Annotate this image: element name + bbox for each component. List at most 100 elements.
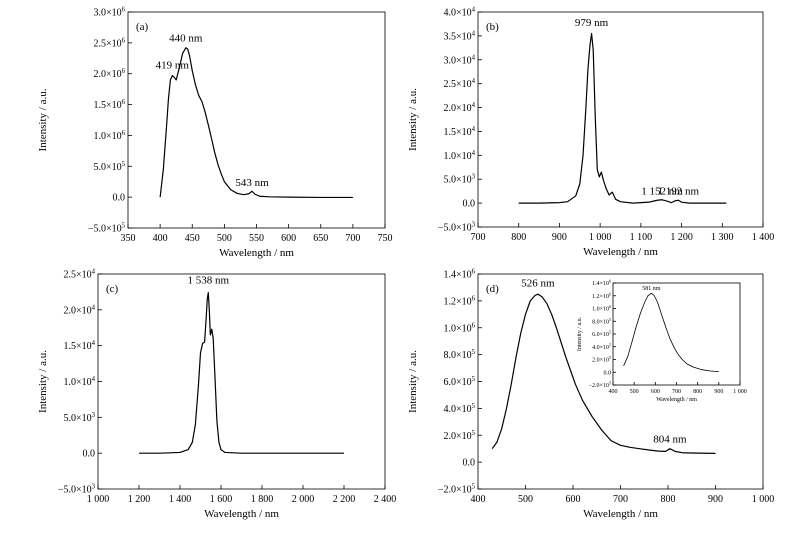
x-axis-label: Wavelength / nm bbox=[583, 246, 658, 258]
y-tick-label: 0.0 bbox=[83, 449, 96, 460]
panel-label: (d) bbox=[486, 283, 499, 295]
y-tick-mantissa: 4.0×10 bbox=[443, 404, 471, 415]
y-tick-mantissa: 5.0×10 bbox=[63, 413, 91, 424]
y-tick-mantissa: 6.0×10 bbox=[592, 332, 609, 338]
x-tick-label: 600 bbox=[566, 494, 581, 505]
x-tick-label: 500 bbox=[630, 389, 639, 395]
y-tick-exponent: 6 bbox=[609, 279, 611, 284]
x-tick-label: 1 600 bbox=[210, 494, 233, 505]
y-tick-mantissa: 5.0×10 bbox=[443, 175, 471, 186]
x-tick-label: 1 000 bbox=[733, 389, 747, 395]
x-axis-label: Wavelength / nm bbox=[204, 508, 279, 520]
y-tick-exponent: 4 bbox=[472, 102, 476, 109]
y-tick-label: 5.0×103 bbox=[63, 412, 95, 424]
y-axis-label: Intensity / a.u. bbox=[37, 88, 49, 151]
x-tick-label: 2 200 bbox=[333, 494, 356, 505]
x-tick-label: 500 bbox=[217, 233, 232, 244]
peak-annotation: 419 nm bbox=[156, 60, 190, 72]
y-tick-mantissa: 1.0×10 bbox=[93, 131, 121, 142]
panel-label: (c) bbox=[106, 283, 119, 295]
x-tick-label: 700 bbox=[613, 494, 628, 505]
panel-undefined-inset: 400 500 600 700 800 900 1 000−2.0×1050.02.0×10… bbox=[577, 279, 747, 403]
y-tick-exponent: 6 bbox=[472, 322, 476, 329]
y-tick-label: 6.0×105 bbox=[443, 376, 475, 388]
plot-frame bbox=[612, 282, 741, 386]
y-tick-exponent: 5 bbox=[609, 342, 611, 347]
y-tick-mantissa: 1.5×10 bbox=[443, 127, 471, 138]
y-tick-exponent: 6 bbox=[122, 99, 126, 106]
y-tick-exponent: 6 bbox=[472, 269, 476, 276]
y-tick-mantissa: 0.0 bbox=[83, 449, 96, 460]
y-tick-label: 0.0 bbox=[463, 458, 476, 469]
y-tick-exponent: 5 bbox=[609, 381, 611, 386]
y-tick-label: −5.0×103 bbox=[438, 222, 476, 234]
y-tick-exponent: 4 bbox=[92, 304, 96, 311]
x-axis-label: Wavelength / nm bbox=[219, 247, 294, 259]
y-tick-label: 1.5×104 bbox=[63, 340, 95, 352]
y-tick-exponent: 4 bbox=[472, 150, 476, 157]
x-tick-label: 600 bbox=[281, 233, 296, 244]
x-tick-label: 900 bbox=[708, 494, 723, 505]
y-tick-label: 2.5×104 bbox=[443, 78, 475, 90]
y-tick-mantissa: 3.5×10 bbox=[443, 31, 471, 42]
panel-label: (b) bbox=[486, 21, 499, 33]
x-tick-label: 1 100 bbox=[630, 232, 653, 243]
y-tick-exponent: 5 bbox=[472, 376, 476, 383]
x-tick-label: 650 bbox=[313, 233, 328, 244]
x-axis-label: Wavelength / nm bbox=[583, 508, 658, 520]
y-tick-exponent: 6 bbox=[122, 7, 126, 14]
series-line-0 bbox=[623, 292, 719, 373]
x-tick-label: 700 bbox=[345, 233, 360, 244]
y-tick-mantissa: 1.5×10 bbox=[93, 100, 121, 111]
x-tick-label: 1 000 bbox=[752, 494, 775, 505]
y-tick-label: 0.0 bbox=[463, 199, 476, 210]
x-tick-label: 400 bbox=[153, 233, 168, 244]
y-tick-label: 8.0×105 bbox=[443, 349, 475, 361]
y-tick-exponent: 5 bbox=[472, 349, 476, 356]
y-tick-label: 0.0 bbox=[604, 370, 612, 376]
x-tick-label: 700 bbox=[471, 232, 486, 243]
x-tick-label: 400 bbox=[609, 389, 618, 395]
y-tick-label: 2.0×106 bbox=[93, 68, 125, 80]
y-tick-mantissa: 4.0×10 bbox=[592, 345, 609, 351]
panel-a: 350 400 450 500 550 600 650 700 750−5.0×1050.05.… bbox=[37, 7, 393, 260]
y-tick-exponent: 6 bbox=[122, 130, 126, 137]
y-tick-exponent: 4 bbox=[92, 376, 96, 383]
x-tick-label: 1 800 bbox=[251, 494, 274, 505]
y-tick-exponent: 5 bbox=[472, 430, 476, 437]
y-tick-exponent: 4 bbox=[472, 78, 476, 85]
y-tick-exponent: 5 bbox=[122, 161, 126, 168]
y-tick-mantissa: −2.0×10 bbox=[589, 383, 609, 389]
plot-frame bbox=[477, 11, 764, 228]
y-tick-label: −5.0×103 bbox=[58, 484, 96, 496]
y-axis-label: Intensity / a.u. bbox=[37, 350, 49, 413]
peak-annotation: 581 nm bbox=[642, 286, 661, 292]
y-tick-label: 1.2×106 bbox=[592, 291, 611, 299]
y-tick-label: 5.0×105 bbox=[93, 161, 125, 173]
y-tick-label: −5.0×105 bbox=[88, 223, 126, 235]
y-tick-mantissa: 8.0×10 bbox=[592, 319, 609, 325]
y-tick-mantissa: 2.0×10 bbox=[592, 358, 609, 364]
y-tick-mantissa: 1.2×10 bbox=[592, 294, 609, 300]
y-tick-label: 2.0×105 bbox=[443, 430, 475, 442]
peak-annotation: 526 nm bbox=[521, 277, 555, 289]
y-tick-label: 1.5×106 bbox=[93, 99, 125, 111]
y-tick-mantissa: 3.0×10 bbox=[443, 55, 471, 66]
peak-annotation: 1 192 nm bbox=[658, 185, 700, 197]
peak-annotation: 804 nm bbox=[653, 433, 687, 445]
y-tick-mantissa: 0.0 bbox=[463, 458, 476, 469]
y-tick-mantissa: 2.0×10 bbox=[63, 305, 91, 316]
y-tick-label: 5.0×103 bbox=[443, 174, 475, 186]
peak-annotation: 979 nm bbox=[575, 17, 609, 29]
y-tick-label: 2.0×104 bbox=[443, 102, 475, 114]
peak-annotation: 543 nm bbox=[235, 177, 269, 189]
peak-annotation: 1 152 nm bbox=[641, 185, 683, 197]
y-tick-label: 6.0×105 bbox=[592, 330, 611, 338]
y-tick-label: 2.0×104 bbox=[63, 304, 95, 316]
y-tick-label: 4.0×104 bbox=[443, 7, 475, 19]
y-tick-mantissa: 1.0×10 bbox=[443, 323, 471, 334]
y-tick-mantissa: 2.0×10 bbox=[443, 431, 471, 442]
y-tick-mantissa: 0.0 bbox=[113, 193, 126, 204]
y-axis-label: Intensity / a.u. bbox=[407, 350, 419, 413]
y-tick-label: −2.0×105 bbox=[589, 381, 611, 389]
